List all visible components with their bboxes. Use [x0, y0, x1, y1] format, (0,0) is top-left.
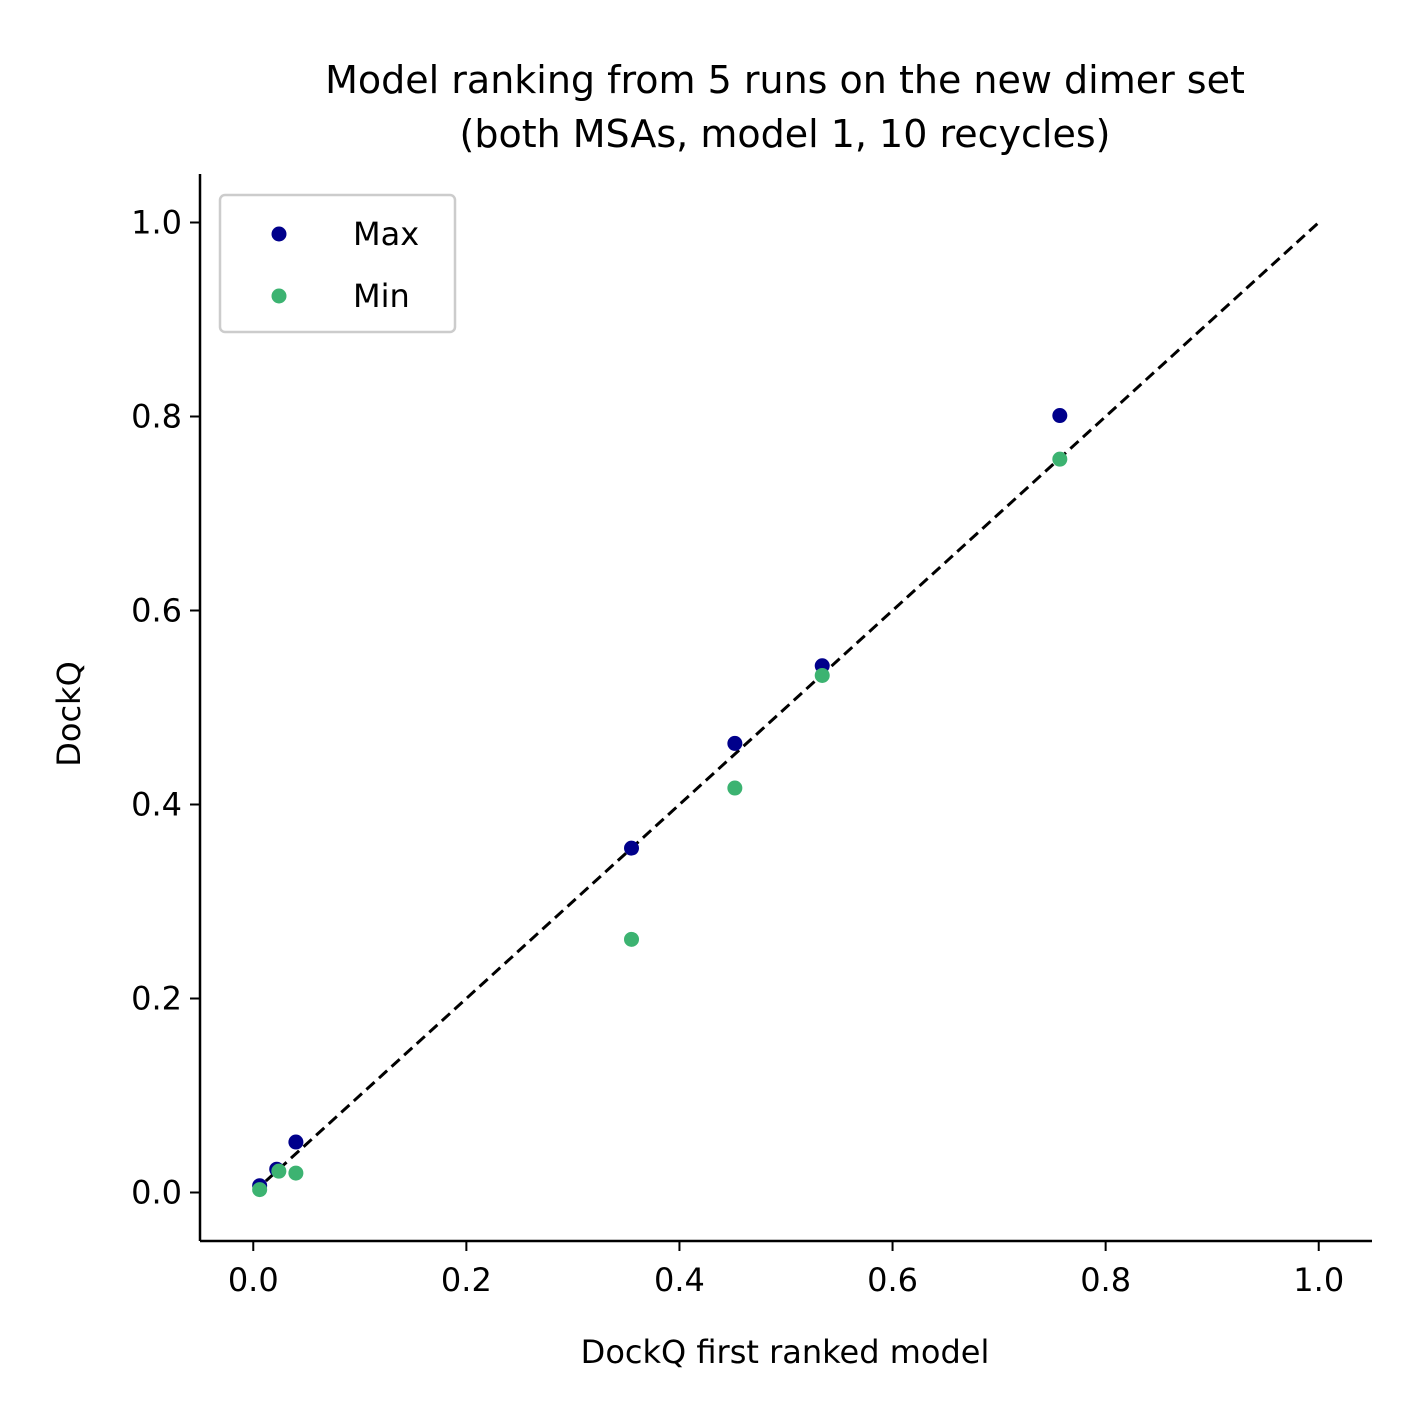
- point-min-5: [814, 667, 830, 683]
- point-max-3: [624, 840, 640, 856]
- series-min: [252, 451, 1068, 1198]
- x-axis-label: DockQ first ranked model: [581, 1333, 990, 1371]
- y-tick-label-5: 1.0: [131, 204, 182, 242]
- x-tick-label-1: 0.2: [441, 1261, 492, 1299]
- point-min-1: [271, 1163, 287, 1179]
- legend-label-max: Max: [353, 215, 419, 253]
- series-max: [252, 408, 1068, 1194]
- point-min-3: [624, 931, 640, 947]
- reference-diagonal-line: [252, 221, 1320, 1194]
- y-tick-label-4: 0.8: [131, 398, 182, 436]
- point-min-2: [288, 1165, 304, 1181]
- legend: Max Min: [218, 193, 457, 334]
- y-tick-label-3: 0.6: [131, 592, 182, 630]
- data-points-layer: [252, 408, 1068, 1198]
- chart-title-line-2: (both MSAs, model 1, 10 recycles): [460, 112, 1111, 156]
- y-axis-label: DockQ: [50, 661, 88, 767]
- chart-title: Model ranking from 5 runs on the new dim…: [325, 58, 1245, 156]
- x-tick-label-2: 0.4: [654, 1261, 705, 1299]
- legend-box: [218, 193, 457, 334]
- x-tick-label-3: 0.6: [867, 1261, 918, 1299]
- point-min-4: [727, 780, 743, 796]
- x-tick-label-4: 0.8: [1080, 1261, 1131, 1299]
- point-max-4: [727, 735, 743, 751]
- y-tick-label-1: 0.2: [131, 980, 182, 1018]
- y-tick-label-2: 0.4: [131, 786, 182, 824]
- x-tick-label-5: 1.0: [1293, 1261, 1344, 1299]
- x-tick-label-0: 0.0: [228, 1261, 279, 1299]
- reference-line-layer: [252, 221, 1320, 1194]
- point-max-2: [288, 1134, 304, 1150]
- point-min-0: [252, 1182, 268, 1198]
- ticks-layer: 0.0 0.2 0.4 0.6 0.8 1.0 0.0 0.2 0.4 0.6 0.8 1.0: [131, 204, 1344, 1300]
- point-min-6: [1052, 451, 1068, 467]
- y-tick-label-0: 0.0: [131, 1174, 182, 1212]
- chart-title-line-1: Model ranking from 5 runs on the new dim…: [325, 58, 1245, 102]
- axes-layer: [198, 174, 1372, 1243]
- legend-marker-min: [271, 288, 287, 304]
- legend-label-min: Min: [353, 277, 410, 315]
- legend-marker-max: [271, 226, 287, 242]
- point-max-6: [1052, 408, 1068, 424]
